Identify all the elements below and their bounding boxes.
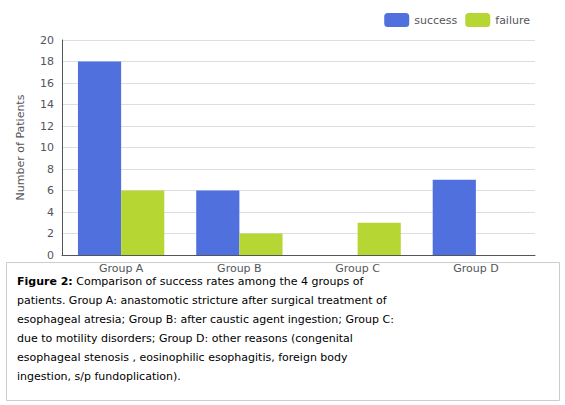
svg-text:Group C: Group C xyxy=(335,262,380,275)
svg-text:0: 0 xyxy=(47,249,54,262)
svg-text:success: success xyxy=(414,14,457,27)
svg-text:ingestion, s/p fundoplication): ingestion, s/p fundoplication). xyxy=(17,370,181,383)
svg-text:esophageal atresia; Group B: a: esophageal atresia; Group B: after caust… xyxy=(17,313,394,326)
svg-text:patients. Group A: anastomotic: patients. Group A: anastomotic stricture… xyxy=(17,294,388,307)
svg-text:2: 2 xyxy=(47,227,54,240)
svg-text:20: 20 xyxy=(40,34,54,47)
svg-text:failure: failure xyxy=(495,14,530,27)
svg-text:10: 10 xyxy=(40,141,54,154)
svg-text:Group A: Group A xyxy=(99,262,144,275)
svg-text:Group D: Group D xyxy=(453,262,498,275)
svg-text:Group B: Group B xyxy=(217,262,262,275)
svg-text:16: 16 xyxy=(40,77,54,90)
svg-text:12: 12 xyxy=(40,120,54,133)
svg-text:18: 18 xyxy=(40,55,54,68)
svg-text:Figure 2:: Figure 2: xyxy=(17,275,73,288)
svg-text:Comparison of success rates am: Comparison of success rates among the 4 … xyxy=(73,275,365,288)
svg-text:esophageal stenosis , eosinoph: esophageal stenosis , eosinophilic esoph… xyxy=(17,351,348,364)
svg-text:4: 4 xyxy=(47,206,54,219)
svg-text:due to motility disorders; Gro: due to motility disorders; Group D: othe… xyxy=(17,332,353,345)
svg-text:6: 6 xyxy=(47,184,54,197)
svg-text:8: 8 xyxy=(47,163,54,176)
svg-text:Number of Patients: Number of Patients xyxy=(14,94,27,200)
svg-text:14: 14 xyxy=(40,98,54,111)
